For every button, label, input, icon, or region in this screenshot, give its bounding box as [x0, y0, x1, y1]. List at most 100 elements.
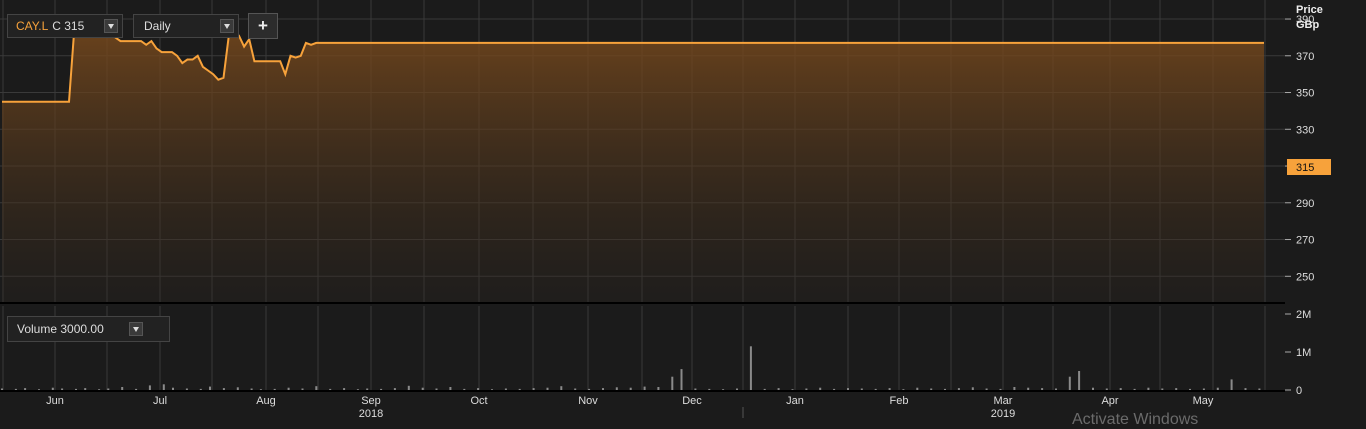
volume-bar [421, 387, 424, 390]
symbol-label: CAY.L [16, 19, 49, 33]
volume-bar [957, 388, 960, 390]
month-label: Oct [470, 395, 487, 407]
volume-bar [1189, 388, 1191, 390]
volume-bar [51, 387, 54, 390]
volume-bar [1119, 388, 1122, 390]
volume-bar [199, 388, 202, 390]
price-tick-label: 270 [1296, 235, 1314, 247]
volume-bar [259, 389, 262, 390]
volume-bar [491, 389, 493, 390]
volume-bar [98, 389, 101, 390]
price-axis-title: Price [1296, 4, 1323, 16]
volume-bar [380, 388, 383, 390]
volume-bar [1202, 388, 1205, 390]
volume-bar [1105, 388, 1108, 390]
volume-bar [944, 388, 946, 390]
volume-bar [532, 388, 535, 390]
volume-tick-label: 0 [1296, 385, 1302, 397]
volume-tick-label: 2M [1296, 309, 1311, 321]
price-tick-label: 330 [1296, 124, 1314, 136]
symbol-dropdown[interactable]: CAY.L C 315 [7, 14, 123, 38]
price-tick-label: 250 [1296, 271, 1314, 283]
chevron-down-icon[interactable] [220, 19, 234, 33]
volume-axis: 0 1M 2M [1285, 309, 1311, 397]
chevron-down-icon[interactable] [104, 19, 118, 33]
volume-bar [985, 388, 988, 390]
month-label: Apr [1101, 395, 1118, 407]
volume-bar [1013, 387, 1016, 390]
volume-bar [75, 388, 77, 390]
interval-dropdown[interactable]: Daily [133, 14, 239, 38]
volume-bar [185, 388, 188, 390]
volume-bar [694, 388, 697, 390]
price-line[interactable] [2, 23, 1264, 103]
volume-bar [833, 388, 836, 390]
current-price-label: 315 [1296, 162, 1314, 174]
volume-bar [916, 387, 919, 390]
volume-bar [135, 388, 138, 390]
year-label: 2018 [359, 408, 383, 420]
volume-bar [874, 388, 877, 390]
volume-dropdown[interactable]: Volume 3000.00 [7, 316, 170, 342]
volume-bar [888, 388, 891, 390]
volume-bar [574, 388, 577, 390]
volume-bar [708, 388, 711, 390]
interval-label: Daily [144, 19, 171, 33]
volume-bar [407, 385, 410, 390]
volume-bar [1078, 371, 1081, 390]
close-price-label: C 315 [52, 19, 85, 33]
volume-bar [477, 388, 480, 390]
volume-bar [930, 388, 933, 390]
volume-bar [1258, 388, 1261, 390]
volume-bar [366, 388, 369, 390]
volume-bar [84, 388, 87, 390]
volume-bar [162, 384, 165, 390]
volume-bar [343, 388, 346, 390]
price-area [2, 24, 1264, 302]
add-indicator-button[interactable]: + [248, 13, 278, 39]
volume-bar [449, 387, 452, 390]
volume-bar [847, 388, 849, 390]
volume-bar [222, 388, 225, 390]
chevron-down-icon[interactable] [129, 322, 143, 336]
volume-bar [463, 388, 466, 390]
volume-bar [236, 387, 239, 390]
volume-bar [107, 388, 110, 390]
price-tick-label: 290 [1296, 198, 1314, 210]
volume-bar [329, 388, 332, 390]
volume-bar [24, 388, 27, 390]
volume-bar [1161, 388, 1164, 390]
volume-label: Volume 3000.00 [17, 322, 104, 336]
volume-grid [2, 306, 1266, 390]
volume-tick-label: 1M [1296, 347, 1311, 359]
volume-bar [1068, 376, 1071, 390]
price-tick-label: 370 [1296, 51, 1314, 63]
month-label: Jan [786, 395, 804, 407]
volume-bar [643, 386, 646, 390]
volume-bar [435, 388, 438, 390]
volume-bar [315, 386, 318, 390]
price-tick-label: 390 [1296, 14, 1314, 26]
volume-bar [250, 388, 253, 390]
time-axis: Jun Jul Aug Sep Oct Nov Dec Jan Feb Mar Apr May 2018… [46, 395, 1214, 420]
volume-bar [671, 376, 674, 390]
month-label: Jul [153, 395, 167, 407]
volume-bar [518, 388, 521, 390]
activate-windows-watermark: Activate Windows [1072, 411, 1199, 428]
volume-bar [301, 388, 304, 390]
volume-bars [1, 346, 1261, 390]
volume-bar [736, 388, 738, 390]
volume-bar [722, 389, 725, 390]
volume-bar [1244, 388, 1247, 390]
volume-bar [763, 388, 766, 390]
volume-bar [148, 385, 151, 390]
volume-bar [1216, 387, 1219, 390]
volume-bar [1175, 388, 1178, 390]
price-tick-label: 350 [1296, 88, 1314, 100]
volume-bar [805, 388, 808, 390]
month-label: Aug [256, 395, 276, 407]
volume-bar [1027, 387, 1030, 390]
month-label: Feb [890, 395, 909, 407]
volume-bar [121, 387, 124, 390]
